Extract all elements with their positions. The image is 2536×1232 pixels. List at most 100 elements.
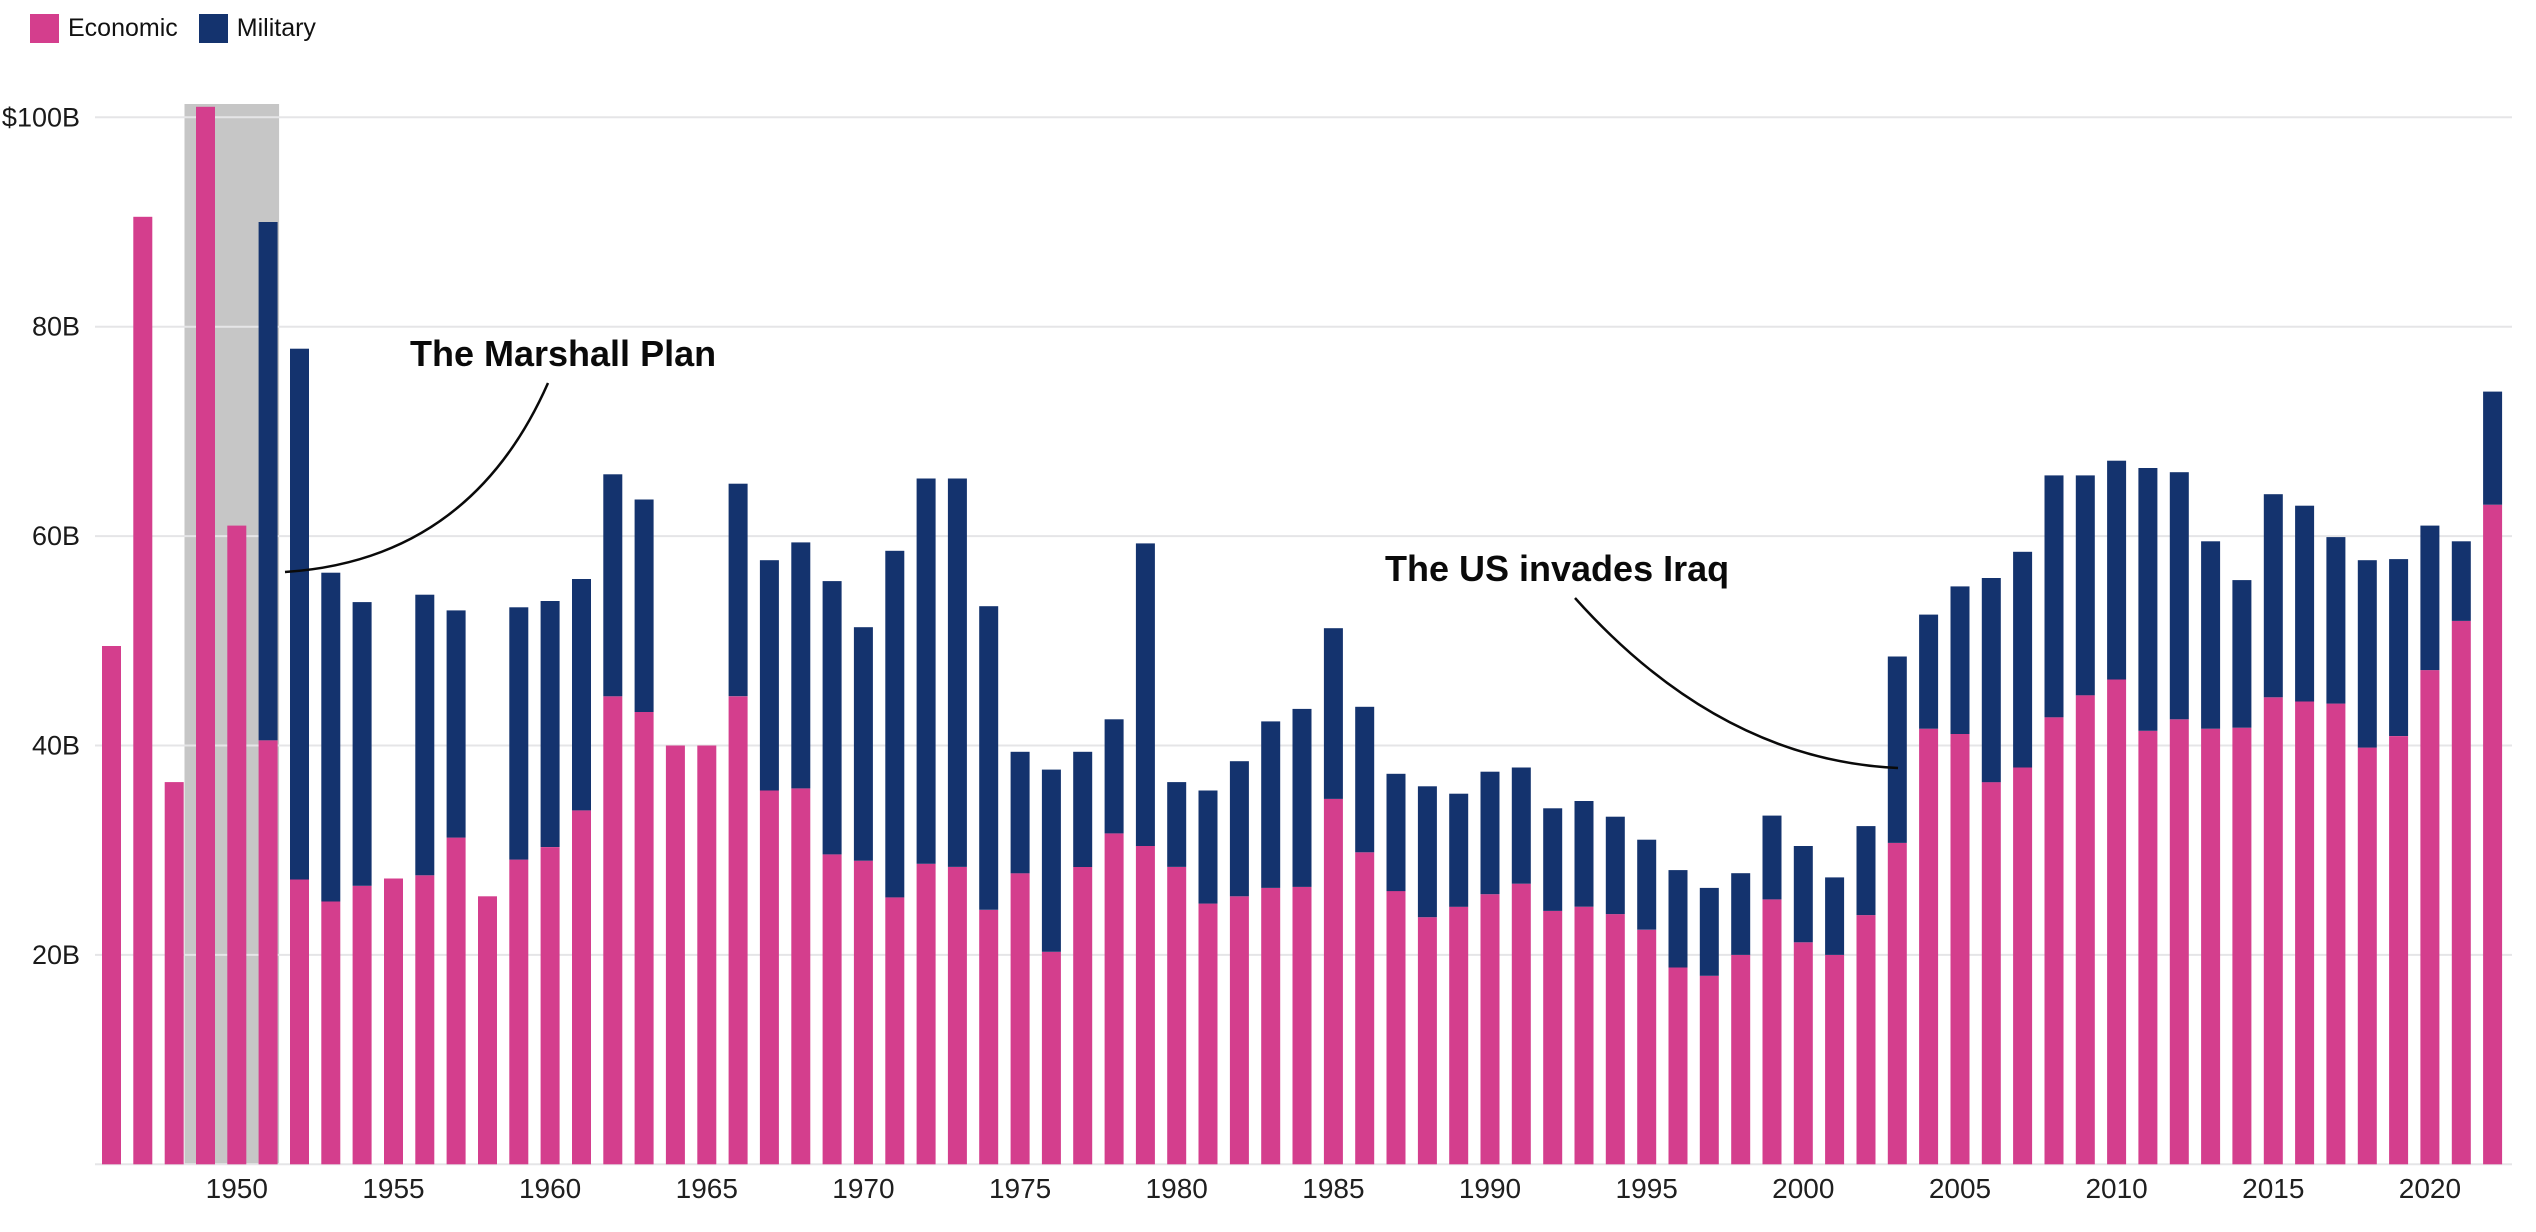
bar-military-1954[interactable] bbox=[352, 602, 372, 886]
bar-military-2018[interactable] bbox=[2357, 560, 2377, 748]
bar-military-1988[interactable] bbox=[1417, 786, 1437, 918]
bar-military-1956[interactable] bbox=[415, 594, 435, 876]
bar-economic-1975[interactable] bbox=[1010, 873, 1030, 1165]
bar-economic-1998[interactable] bbox=[1731, 954, 1751, 1165]
bar-economic-1980[interactable] bbox=[1167, 867, 1187, 1165]
bar-economic-2014[interactable] bbox=[2232, 727, 2252, 1165]
bar-economic-1971[interactable] bbox=[885, 897, 905, 1165]
bar-military-2016[interactable] bbox=[2295, 505, 2315, 702]
bar-economic-2003[interactable] bbox=[1887, 842, 1907, 1165]
bar-economic-1952[interactable] bbox=[290, 879, 309, 1165]
bar-military-1987[interactable] bbox=[1386, 773, 1406, 892]
bar-military-2010[interactable] bbox=[2107, 460, 2127, 680]
bar-economic-1963[interactable] bbox=[634, 712, 654, 1165]
bar-economic-2010[interactable] bbox=[2107, 679, 2127, 1165]
bar-economic-1969[interactable] bbox=[822, 854, 842, 1165]
bar-economic-1954[interactable] bbox=[352, 885, 372, 1165]
bar-military-2003[interactable] bbox=[1887, 656, 1907, 843]
bar-economic-1966[interactable] bbox=[728, 696, 748, 1165]
bar-military-1998[interactable] bbox=[1731, 873, 1751, 955]
bar-economic-2022[interactable] bbox=[2483, 504, 2503, 1165]
bar-economic-1959[interactable] bbox=[509, 859, 529, 1165]
bar-military-1995[interactable] bbox=[1637, 839, 1657, 930]
bar-military-1966[interactable] bbox=[728, 483, 748, 697]
bar-economic-2019[interactable] bbox=[2389, 736, 2409, 1165]
bar-economic-2020[interactable] bbox=[2420, 670, 2440, 1165]
bar-military-1975[interactable] bbox=[1010, 751, 1030, 874]
bar-military-2009[interactable] bbox=[2075, 475, 2095, 696]
bar-military-1991[interactable] bbox=[1511, 767, 1531, 884]
bar-military-1989[interactable] bbox=[1449, 793, 1469, 907]
bar-economic-1967[interactable] bbox=[759, 790, 779, 1165]
bar-economic-1978[interactable] bbox=[1104, 833, 1124, 1165]
bar-economic-2004[interactable] bbox=[1919, 728, 1939, 1165]
bar-military-1994[interactable] bbox=[1605, 816, 1625, 915]
bar-economic-1999[interactable] bbox=[1762, 899, 1782, 1165]
bar-economic-2006[interactable] bbox=[1981, 782, 2001, 1165]
bar-economic-2011[interactable] bbox=[2138, 730, 2158, 1165]
bar-economic-1977[interactable] bbox=[1073, 867, 1093, 1165]
bar-military-2005[interactable] bbox=[1950, 586, 1970, 734]
bar-economic-1997[interactable] bbox=[1699, 975, 1719, 1165]
bar-military-1986[interactable] bbox=[1355, 706, 1375, 853]
bar-economic-1958[interactable] bbox=[478, 896, 497, 1165]
bar-military-1971[interactable] bbox=[885, 550, 905, 898]
bar-military-1957[interactable] bbox=[446, 610, 466, 838]
bar-military-2006[interactable] bbox=[1981, 578, 2001, 783]
bar-economic-1953[interactable] bbox=[321, 901, 341, 1165]
bar-economic-1949[interactable] bbox=[196, 106, 215, 1165]
bar-economic-1960[interactable] bbox=[540, 847, 560, 1165]
bar-economic-1948[interactable] bbox=[164, 782, 184, 1165]
bar-military-1970[interactable] bbox=[853, 627, 873, 861]
bar-economic-1973[interactable] bbox=[947, 867, 967, 1165]
bar-military-2022[interactable] bbox=[2483, 391, 2503, 505]
bar-military-1962[interactable] bbox=[603, 474, 623, 697]
bar-military-1978[interactable] bbox=[1104, 719, 1124, 834]
bar-military-1972[interactable] bbox=[916, 478, 936, 864]
bar-economic-1984[interactable] bbox=[1292, 886, 1312, 1165]
bar-military-1993[interactable] bbox=[1574, 801, 1594, 907]
bar-military-1977[interactable] bbox=[1073, 751, 1093, 867]
bar-military-1983[interactable] bbox=[1261, 721, 1281, 888]
bar-economic-1992[interactable] bbox=[1543, 910, 1563, 1165]
bar-military-2001[interactable] bbox=[1825, 877, 1845, 955]
bar-economic-2008[interactable] bbox=[2044, 717, 2064, 1165]
bar-economic-1993[interactable] bbox=[1574, 906, 1594, 1165]
bar-military-2002[interactable] bbox=[1856, 826, 1876, 916]
bar-military-2008[interactable] bbox=[2044, 475, 2064, 718]
bar-military-1973[interactable] bbox=[947, 478, 967, 867]
bar-military-1969[interactable] bbox=[822, 581, 842, 855]
bar-economic-1962[interactable] bbox=[603, 696, 623, 1165]
bar-economic-1974[interactable] bbox=[979, 909, 999, 1165]
bar-military-1997[interactable] bbox=[1699, 887, 1719, 976]
bar-military-1984[interactable] bbox=[1292, 708, 1312, 887]
bar-military-2011[interactable] bbox=[2138, 468, 2158, 731]
bar-economic-1987[interactable] bbox=[1386, 891, 1406, 1165]
bar-economic-1951[interactable] bbox=[258, 740, 278, 1165]
bar-military-2000[interactable] bbox=[1793, 846, 1813, 943]
bar-economic-2018[interactable] bbox=[2357, 747, 2377, 1165]
bar-economic-2007[interactable] bbox=[2013, 767, 2033, 1165]
bar-military-2019[interactable] bbox=[2389, 559, 2409, 736]
bar-military-1981[interactable] bbox=[1198, 790, 1218, 904]
bar-military-1951[interactable] bbox=[258, 222, 278, 741]
bar-military-2021[interactable] bbox=[2451, 541, 2471, 621]
bar-economic-1970[interactable] bbox=[853, 860, 873, 1165]
bar-military-1985[interactable] bbox=[1323, 628, 1343, 799]
bar-economic-1991[interactable] bbox=[1511, 883, 1531, 1165]
bar-economic-1983[interactable] bbox=[1261, 887, 1281, 1165]
bar-economic-1981[interactable] bbox=[1198, 903, 1218, 1165]
bar-economic-1986[interactable] bbox=[1355, 852, 1375, 1165]
bar-military-1982[interactable] bbox=[1229, 761, 1249, 897]
bar-economic-1995[interactable] bbox=[1637, 929, 1657, 1165]
bar-economic-2005[interactable] bbox=[1950, 734, 1970, 1165]
bar-economic-2000[interactable] bbox=[1793, 942, 1813, 1165]
bar-military-1952[interactable] bbox=[290, 348, 309, 880]
bar-military-2017[interactable] bbox=[2326, 537, 2346, 704]
bar-economic-1947[interactable] bbox=[133, 216, 153, 1165]
bar-military-2007[interactable] bbox=[2013, 551, 2033, 768]
bar-economic-1976[interactable] bbox=[1041, 951, 1061, 1165]
bar-economic-2002[interactable] bbox=[1856, 915, 1876, 1165]
bar-military-2014[interactable] bbox=[2232, 580, 2252, 728]
bar-economic-1988[interactable] bbox=[1417, 917, 1437, 1165]
